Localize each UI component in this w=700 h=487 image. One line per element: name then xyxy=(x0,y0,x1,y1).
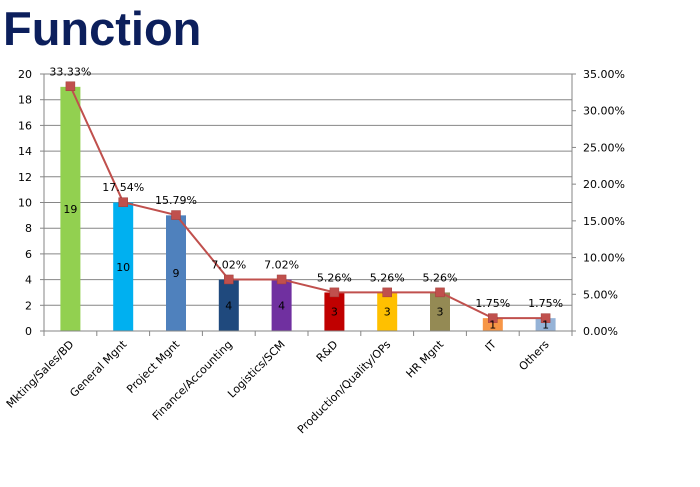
percentage-marker xyxy=(276,274,287,285)
percentage-label: 5.26% xyxy=(370,271,405,284)
bar xyxy=(482,318,503,331)
percentage-marker xyxy=(171,210,181,220)
bar-value-label: 4 xyxy=(278,299,285,312)
y-left-tick-label: 18 xyxy=(18,94,32,107)
x-category-label: Others xyxy=(516,338,552,374)
percentage-line xyxy=(69,85,546,320)
bar-value-label: 1 xyxy=(542,319,549,332)
percentage-marker xyxy=(224,274,234,285)
y-left-tick-label: 4 xyxy=(25,274,32,287)
bar-value-label: 3 xyxy=(384,306,391,319)
y-left-tick-label: 20 xyxy=(18,68,32,81)
percentage-label: 15.79% xyxy=(155,194,197,207)
y-left-tick-label: 10 xyxy=(18,197,32,210)
x-category-label: R&D xyxy=(314,338,341,365)
percentage-label: 33.33% xyxy=(49,65,91,78)
percentage-marker xyxy=(540,313,551,323)
x-category-label: IT xyxy=(483,338,499,354)
bar xyxy=(166,215,186,331)
bar xyxy=(113,202,134,331)
y-right-tick-label: 15.00% xyxy=(583,215,625,228)
bar-value-label: 19 xyxy=(63,203,77,216)
y-left-tick-label: 6 xyxy=(25,248,32,261)
y-left-tick-label: 14 xyxy=(18,145,32,158)
y-right-tick-label: 10.00% xyxy=(583,252,625,265)
bar xyxy=(430,292,450,331)
page-title: Function xyxy=(3,2,202,55)
percentage-label: 7.02% xyxy=(211,258,246,271)
bar xyxy=(324,292,345,331)
percentage-label: 17.54% xyxy=(102,181,144,194)
y-left-tick-label: 2 xyxy=(25,299,32,312)
percentage-marker xyxy=(118,197,128,207)
percentage-label: 7.02% xyxy=(264,258,299,271)
y-right-tick-label: 20.00% xyxy=(583,178,625,191)
bar-value-label: 3 xyxy=(437,306,444,319)
percentage-marker xyxy=(488,313,498,323)
x-category-label: HR Mgnt xyxy=(404,337,447,380)
percentage-marker xyxy=(382,287,392,298)
percentage-label: 1.75% xyxy=(475,297,510,310)
percentage-marker xyxy=(65,81,76,92)
bar xyxy=(535,318,556,331)
y-right-tick-label: 5.00% xyxy=(583,288,618,301)
y-left-tick-label: 12 xyxy=(18,171,32,184)
percentage-label: 5.26% xyxy=(317,271,352,284)
y-left-tick-label: 0 xyxy=(25,325,32,338)
y-right-tick-label: 25.00% xyxy=(583,141,625,154)
percentage-label: 5.26% xyxy=(423,271,458,284)
x-category-label: Project Mgnt xyxy=(124,337,182,395)
bar-value-label: 9 xyxy=(173,267,180,280)
percentage-label: 1.75% xyxy=(528,297,563,310)
x-category-label: General Mgnt xyxy=(67,337,129,399)
bar-value-label: 4 xyxy=(225,299,232,312)
bar-value-label: 3 xyxy=(331,306,338,319)
y-right-tick-label: 35.00% xyxy=(583,68,625,81)
y-left-tick-label: 8 xyxy=(25,222,32,235)
percentage-marker xyxy=(329,287,340,298)
y-left-tick-label: 16 xyxy=(18,119,32,132)
x-category-label: Mkting/Sales/BD xyxy=(4,338,77,411)
bar xyxy=(218,279,239,331)
percentage-marker xyxy=(435,287,445,298)
bar-value-label: 1 xyxy=(489,319,496,332)
y-right-tick-label: 0.00% xyxy=(583,325,618,338)
bar xyxy=(271,279,292,331)
bar-value-label: 10 xyxy=(116,261,130,274)
bar xyxy=(377,292,398,331)
bar xyxy=(60,86,81,331)
y-right-tick-label: 30.00% xyxy=(583,105,625,118)
x-category-label: Production/Quality/OPs xyxy=(295,338,394,437)
